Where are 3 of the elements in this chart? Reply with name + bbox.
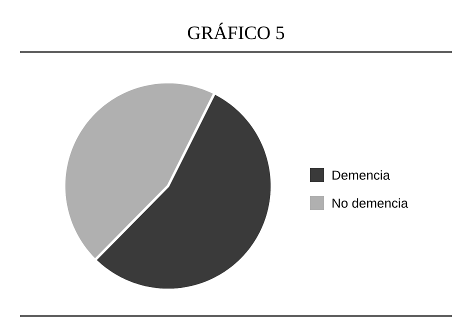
legend-label: No demencia xyxy=(332,198,408,208)
chart-title: GRÁFICO 5 xyxy=(188,22,284,40)
legend-label: Demencia xyxy=(332,170,390,180)
